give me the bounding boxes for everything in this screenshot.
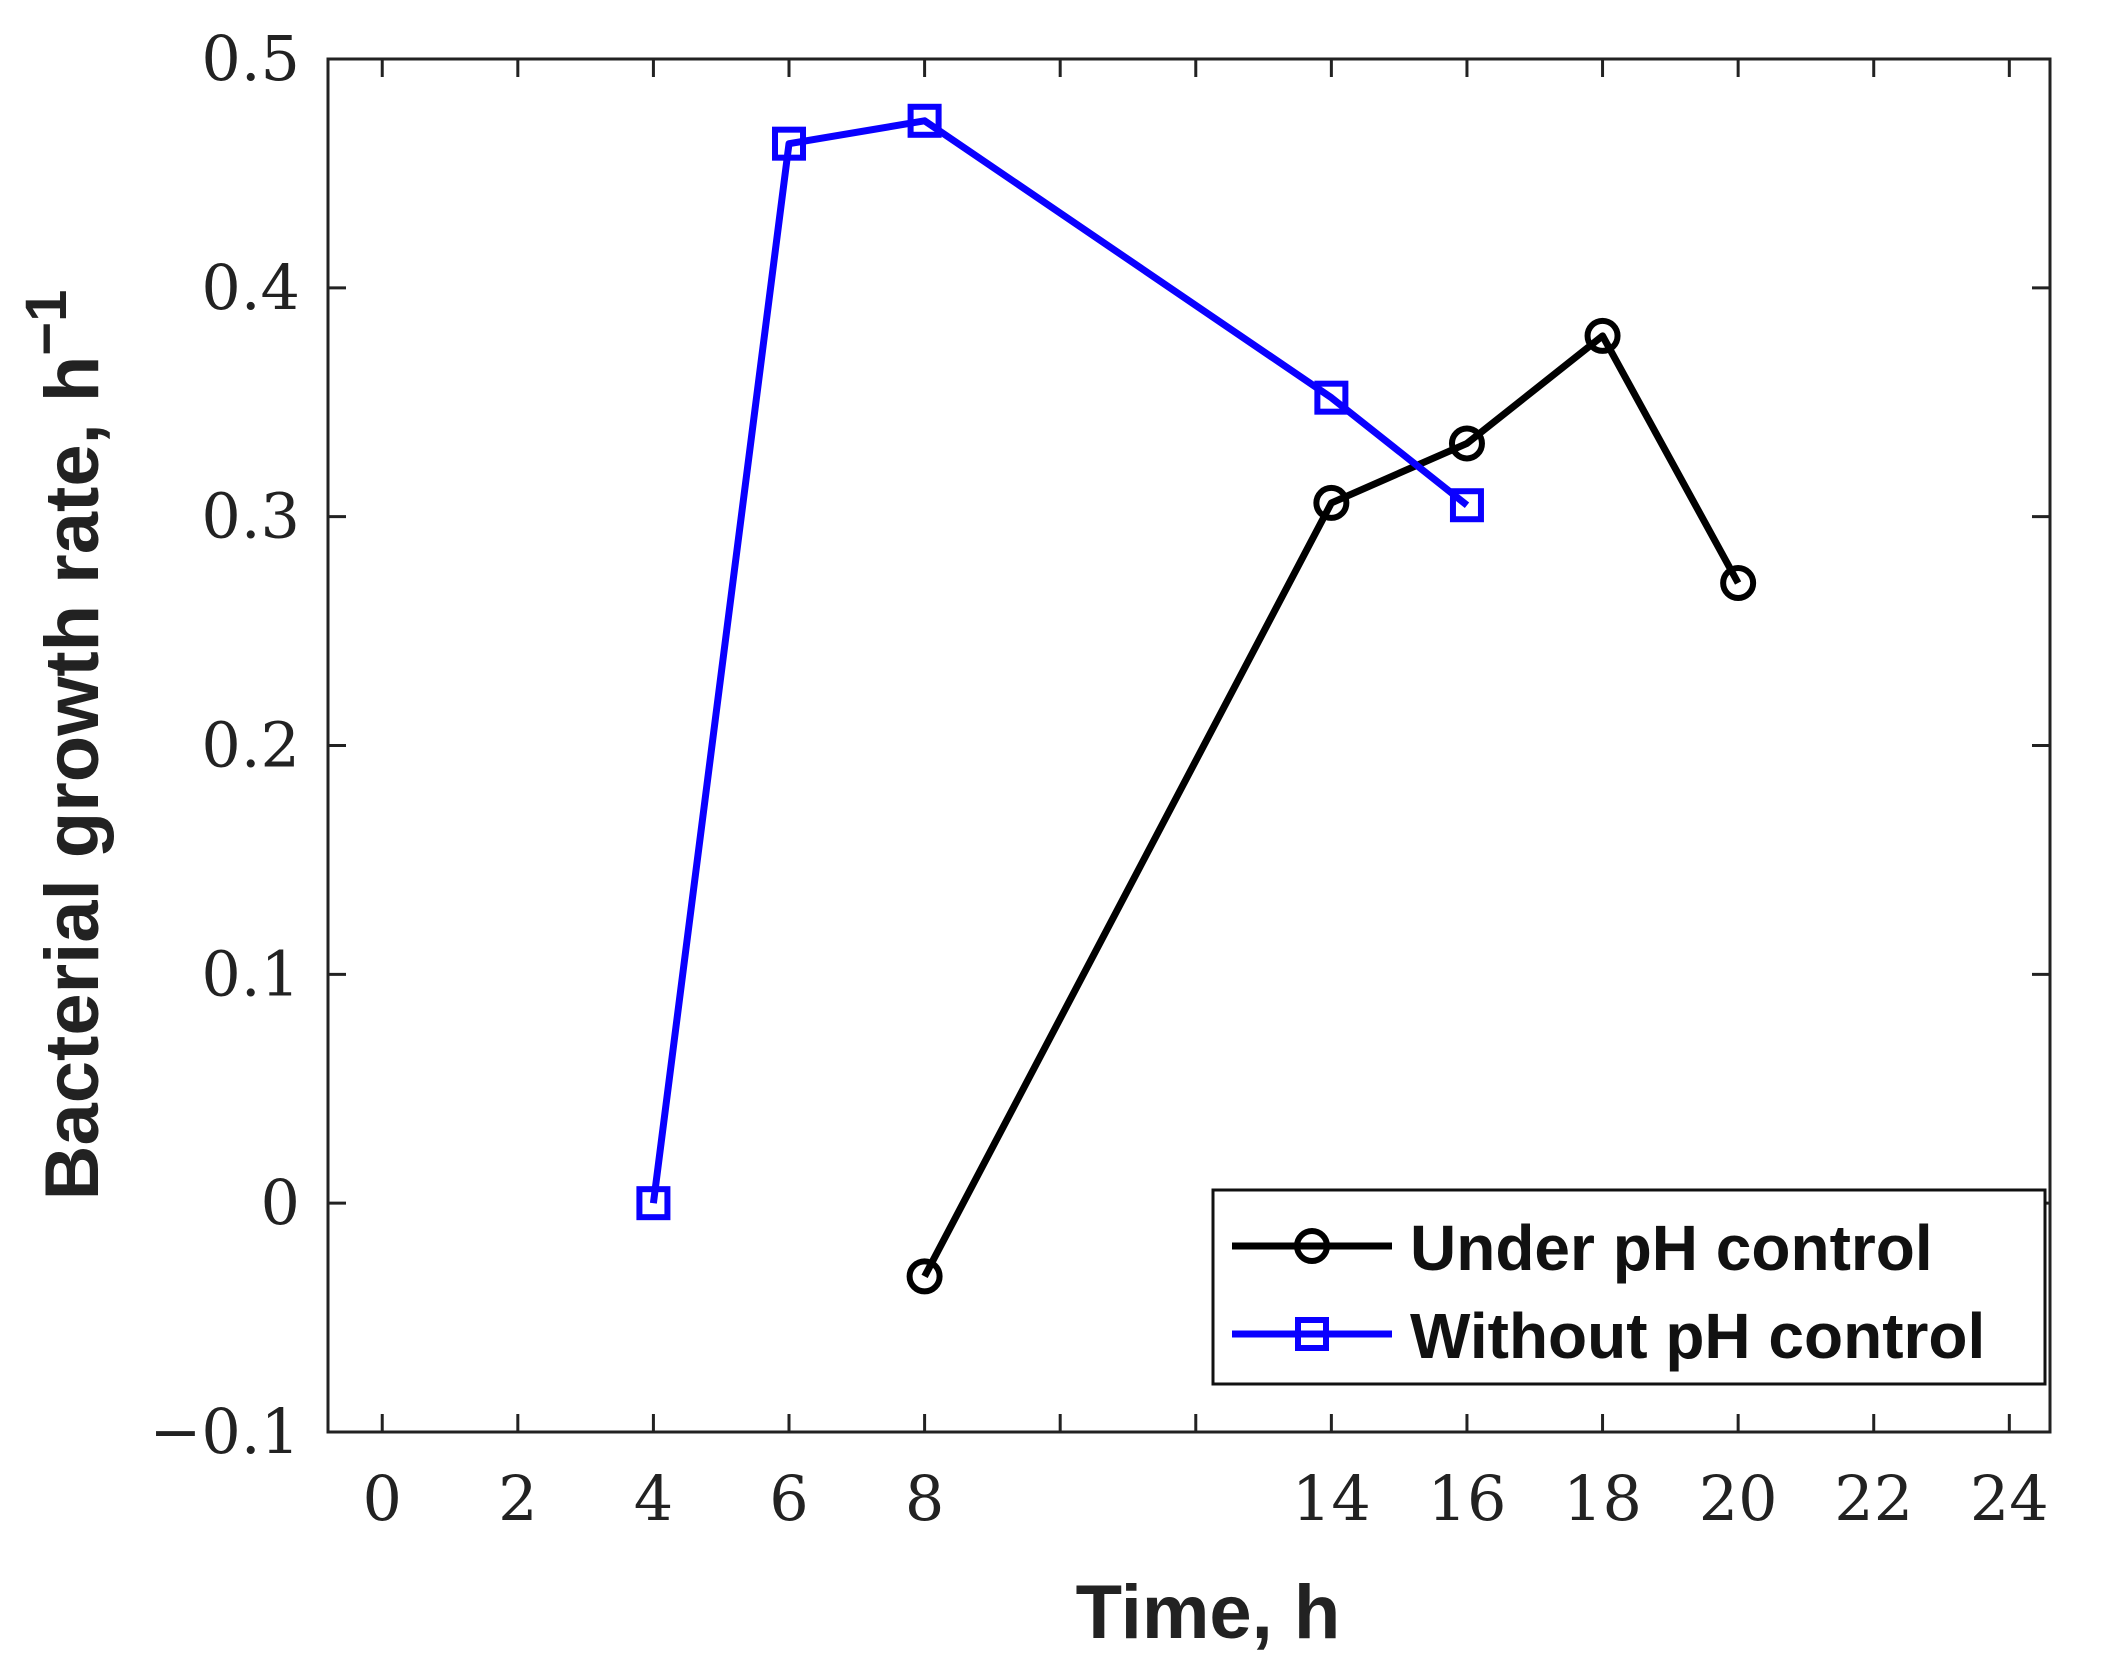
axis-tick-labels: 0 2 4 6 8 14 16 18 20 22 24−0.100.10.20.30.40.5 <box>149 22 2048 1535</box>
x-tick-label-4: 4 <box>634 1462 673 1535</box>
y-tick-label-5: 0.4 <box>201 251 300 324</box>
axis-ticks <box>328 57 2050 1434</box>
x-tick-label-16: 16 <box>1428 1462 1507 1535</box>
legend-label-under-ph: Under pH control <box>1410 1212 1933 1284</box>
y-tick-label-6: 0.5 <box>201 22 300 95</box>
point-0-3 <box>1584 317 1621 354</box>
series-line-1 <box>649 117 1470 1204</box>
y-axis-title-main: Bacterial growth rate, h <box>30 356 115 1201</box>
point-0-4 <box>1720 565 1757 602</box>
point-0-0 <box>906 1258 943 1295</box>
x-tick-label-24: 24 <box>1970 1462 2049 1535</box>
x-tick-label-8: 8 <box>905 1462 944 1535</box>
x-tick-label-0: 0 <box>363 1462 402 1535</box>
y-tick-label-1: 0 <box>261 1166 300 1239</box>
x-tick-label-20: 20 <box>1699 1462 1778 1535</box>
y-axis-title-exponent: −1 <box>14 290 79 356</box>
point-0-1 <box>1313 484 1350 521</box>
series-layer <box>636 103 1757 1295</box>
point-1-1 <box>772 126 807 161</box>
legend-box <box>1211 1188 2047 1386</box>
point-1-4 <box>1449 488 1484 523</box>
legend-label-without-ph: Without pH control <box>1410 1300 1985 1372</box>
point-1-0 <box>636 1186 671 1221</box>
point-1-3 <box>1314 380 1349 415</box>
point-1-2 <box>907 103 942 138</box>
y-tick-label-2: 0.1 <box>201 937 300 1010</box>
y-axis-title: Bacterial growth rate, h−1 <box>14 290 115 1201</box>
series-0 <box>906 317 1757 1295</box>
series-line-0 <box>921 332 1742 1279</box>
legend-marker-without-ph <box>1295 1317 1329 1351</box>
series-1 <box>636 103 1484 1221</box>
point-0-2 <box>1448 425 1485 462</box>
y-tick-label-3: 0.2 <box>201 709 300 782</box>
x-tick-label-6: 6 <box>769 1462 808 1535</box>
x-tick-label-22: 22 <box>1834 1462 1913 1535</box>
legend-marker-under-ph <box>1294 1228 1330 1264</box>
x-tick-label-2: 2 <box>498 1462 537 1535</box>
x-tick-label-14: 14 <box>1292 1462 1371 1535</box>
y-tick-label-4: 0.3 <box>201 480 300 553</box>
x-tick-label-18: 18 <box>1563 1462 1642 1535</box>
y-tick-label-0: −0.1 <box>149 1395 300 1468</box>
legend: Under pH control Without pH control <box>1211 1188 2047 1386</box>
plot-frame <box>326 57 2052 1434</box>
x-axis-title: Time, h <box>1076 1570 1341 1655</box>
